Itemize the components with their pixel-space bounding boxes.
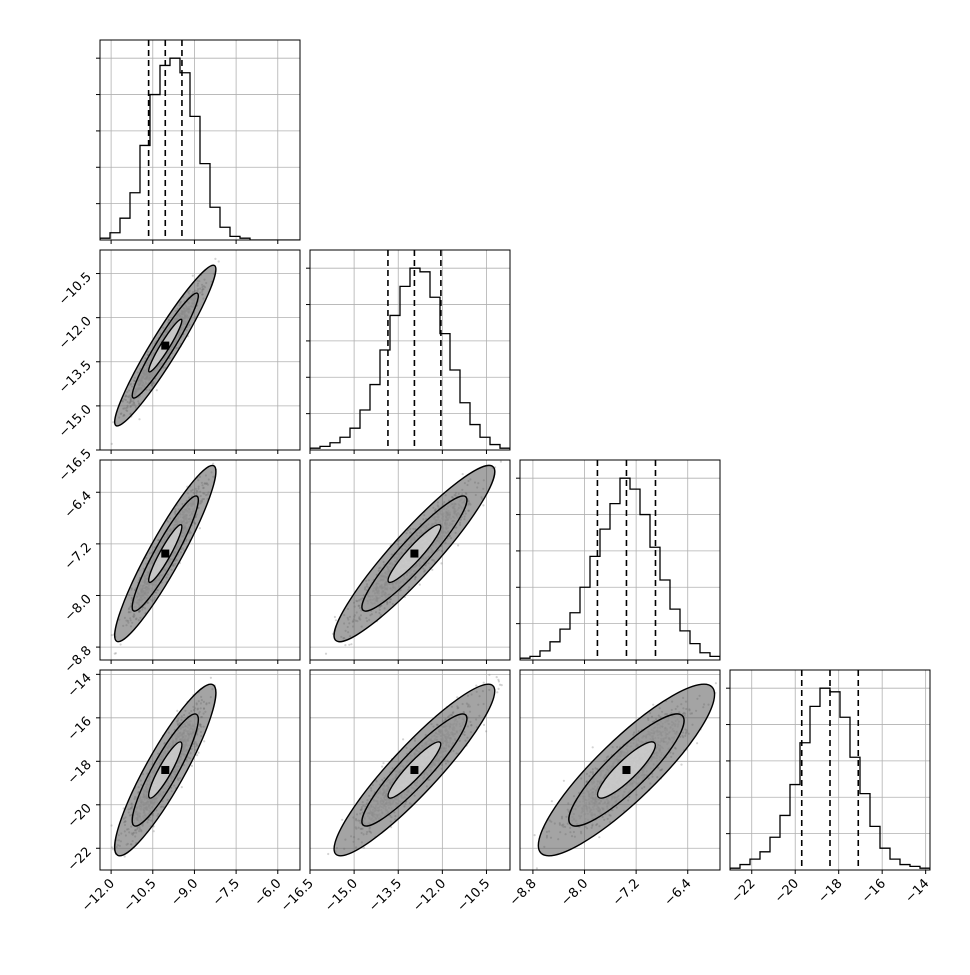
histogram-2 [520, 478, 720, 660]
scatter-point [440, 562, 442, 564]
scatter-point [335, 619, 337, 621]
scatter-point [482, 504, 484, 506]
histogram-0 [100, 58, 300, 240]
scatter-point [334, 616, 336, 618]
y-tick-label: −12.0 [56, 314, 95, 353]
scatter-point [111, 634, 113, 636]
y-tick-label: −16.5 [56, 446, 95, 485]
density-peak [410, 550, 418, 558]
y-tick-label: −6.4 [62, 488, 95, 521]
scatter-point [97, 442, 99, 444]
scatter-point [199, 527, 201, 529]
scatter-point [114, 653, 116, 655]
scatter-point [214, 258, 216, 260]
scatter-point [350, 643, 352, 645]
scatter-point [112, 421, 114, 423]
scatter-point [197, 752, 199, 754]
histogram-1 [310, 268, 510, 450]
panel-2-1 [310, 452, 510, 668]
y-tick-label: −7.2 [62, 540, 95, 573]
y-tick-label: −8.0 [62, 592, 95, 625]
scatter-point [138, 418, 140, 420]
panel-2-2 [516, 460, 720, 664]
scatter-point [111, 443, 113, 445]
scatter-point [192, 275, 194, 277]
scatter-point [348, 644, 350, 646]
scatter-point [419, 584, 421, 586]
scatter-point [225, 431, 227, 433]
scatter-point [500, 461, 502, 463]
panel-3-0: −22−20−18−16−14−12.0−10.5−9.0−7.5−6.0 [65, 670, 300, 915]
scatter-point [431, 569, 433, 571]
density-peak [161, 342, 169, 350]
scatter-point [218, 260, 220, 262]
density-peak [161, 550, 169, 558]
panel-1-1 [306, 250, 510, 454]
panel-2-0: −8.8 −8.0 −7.2 −6.4 [62, 431, 300, 676]
scatter-point [196, 754, 198, 756]
scatter-point [203, 740, 205, 742]
y-tick-label: −10.5 [56, 270, 95, 309]
scatter-point [344, 644, 346, 646]
scatter-point [457, 544, 459, 546]
y-tick-label: −15.0 [56, 402, 95, 441]
scatter-point [191, 765, 193, 767]
scatter-point [318, 666, 320, 668]
scatter-point [176, 710, 178, 712]
scatter-point [120, 643, 122, 645]
scatter-point [462, 473, 464, 475]
scatter-point [156, 389, 158, 391]
scatter-point [325, 653, 327, 655]
panel-0-0 [96, 40, 300, 244]
panel-1-0: −16.5 −15.0 −13.5 −12.0 −10.5 [56, 250, 300, 485]
y-tick-label: −8.8 [62, 643, 95, 676]
scatter-point [212, 463, 214, 465]
y-tick-label: −13.5 [56, 358, 95, 397]
scatter-point [124, 855, 126, 857]
